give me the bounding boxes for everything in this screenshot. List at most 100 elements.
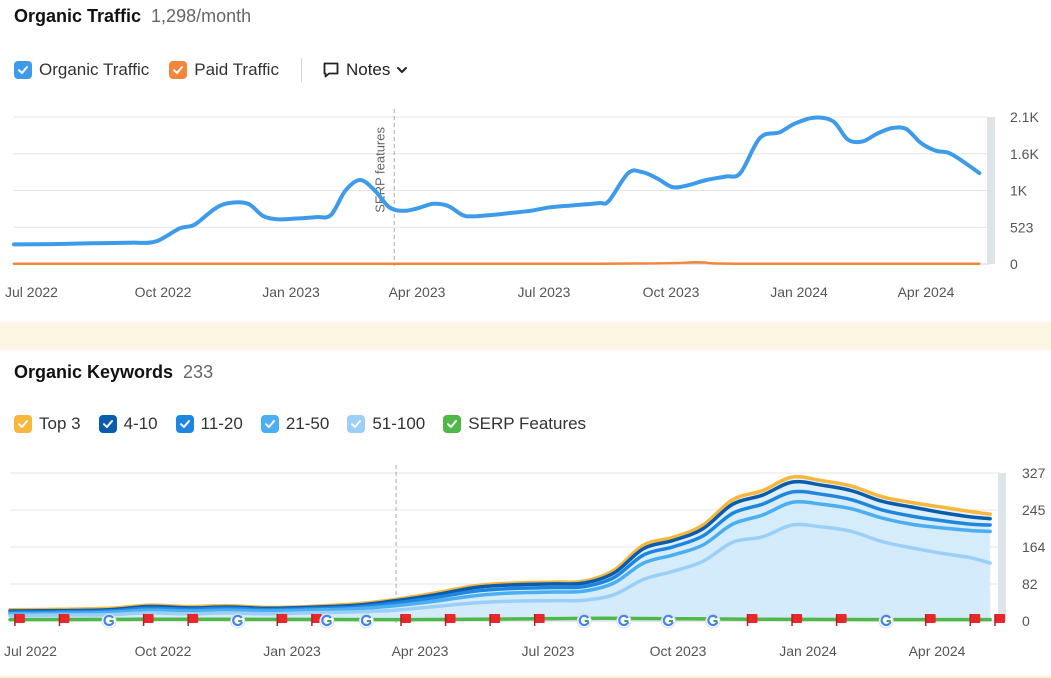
- google-update-icon[interactable]: [101, 613, 117, 629]
- x-tick-label: Jul 2022: [5, 284, 58, 300]
- update-flag-icon[interactable]: [969, 614, 981, 626]
- legend-label: 51-100: [372, 414, 426, 433]
- google-update-icon[interactable]: [616, 613, 632, 629]
- range-handle[interactable]: [998, 473, 1006, 621]
- keywords-value: 233: [183, 362, 214, 382]
- update-flag-icon[interactable]: [924, 614, 936, 626]
- y-tick-label: 523: [1010, 219, 1034, 235]
- bottom-divider: [0, 676, 1051, 678]
- update-flag-icon[interactable]: [187, 614, 199, 626]
- checkbox-icon[interactable]: [443, 415, 462, 433]
- organic-keywords-chart: 0 82 164 245 327 Jul 2022 Oct 2022 Jan 2023 Apr …: [4, 465, 1046, 659]
- series-line-11-20: [8, 489, 992, 615]
- traffic-legend: Organic Traffic Paid Traffic Notes: [14, 58, 408, 82]
- legend-label: 4-10: [123, 414, 158, 433]
- y-tick-label: 1K: [1010, 183, 1028, 199]
- comment-icon: [323, 62, 339, 78]
- traffic-title: Organic Traffic: [14, 6, 142, 26]
- update-flag-icon[interactable]: [58, 614, 70, 626]
- update-flag-icon[interactable]: [14, 614, 25, 626]
- notes-dropdown-button[interactable]: Notes: [322, 60, 408, 80]
- series-line-paid-traffic: [12, 261, 981, 266]
- y-tick-label: 82: [1022, 576, 1038, 592]
- x-tick-label: Apr 2023: [392, 643, 449, 659]
- x-tick-label: Oct 2022: [135, 284, 192, 300]
- series-line-serp-features: [8, 616, 992, 622]
- google-update-icon[interactable]: [878, 613, 894, 629]
- legend-paid-traffic[interactable]: Paid Traffic: [169, 60, 279, 80]
- update-flag-icon[interactable]: [276, 614, 288, 626]
- keywords-title-row: Organic Keywords 233: [14, 362, 213, 383]
- legend-label: Organic Traffic: [39, 60, 150, 79]
- traffic-value: 1,298/month: [151, 6, 252, 26]
- series-line-51-100: [8, 522, 992, 618]
- google-update-icon[interactable]: [576, 613, 592, 629]
- legend-label: 21-50: [285, 414, 330, 433]
- series-area-top-3: [10, 476, 991, 621]
- x-tick-label: Apr 2024: [909, 643, 966, 659]
- range-handle[interactable]: [987, 117, 995, 264]
- google-update-icon[interactable]: [230, 613, 246, 629]
- y-tick-label: 245: [1022, 502, 1046, 518]
- checkbox-icon[interactable]: [169, 61, 188, 79]
- x-tick-label: Jul 2022: [4, 643, 57, 659]
- update-flag-icon[interactable]: [791, 614, 803, 626]
- y-tick-label: 164: [1022, 539, 1046, 555]
- series-area-11-20: [10, 491, 991, 621]
- legend-organic-traffic[interactable]: Organic Traffic: [14, 60, 149, 80]
- google-update-icon[interactable]: [319, 613, 335, 629]
- checkbox-icon[interactable]: [260, 415, 279, 433]
- series-area-21-50: [10, 501, 991, 621]
- legend-label: Paid Traffic: [194, 60, 279, 79]
- checkbox-icon[interactable]: [175, 415, 194, 433]
- update-flag-icon[interactable]: [533, 614, 545, 626]
- y-tick-label: 2.1K: [1010, 109, 1039, 125]
- x-tick-label: Jan 2024: [779, 643, 837, 659]
- checkbox-icon[interactable]: [347, 415, 366, 433]
- series-area-4-10: [10, 481, 991, 621]
- update-flag-icon[interactable]: [994, 614, 1005, 626]
- series-area-51-100: [10, 524, 991, 621]
- google-update-icon[interactable]: [705, 613, 721, 629]
- update-flag-icon[interactable]: [489, 614, 501, 626]
- keywords-title: Organic Keywords: [14, 362, 174, 382]
- legend-top-3[interactable]: Top 3: [14, 414, 81, 434]
- legend-51-100[interactable]: 51-100: [347, 414, 425, 434]
- google-update-icon[interactable]: [660, 613, 676, 629]
- x-tick-label: Oct 2023: [643, 284, 700, 300]
- google-update-icon[interactable]: [358, 613, 374, 629]
- y-tick-label: 327: [1022, 465, 1046, 481]
- legend-label: 11-20: [200, 414, 243, 433]
- legend-label: Top 3: [39, 414, 81, 433]
- checkbox-icon[interactable]: [14, 61, 32, 79]
- y-tick-label: 0: [1022, 613, 1030, 629]
- update-flag-icon[interactable]: [746, 614, 758, 626]
- organic-keywords-panel: Organic Keywords 233 Top 3 4-10 11-20 21-50…: [0, 350, 1051, 678]
- x-tick-label: Jan 2023: [262, 284, 320, 300]
- legend-4-10[interactable]: 4-10: [98, 414, 158, 434]
- x-tick-label: Jan 2024: [770, 284, 828, 300]
- organic-traffic-panel: Organic Traffic 1,298/month Organic Traf…: [0, 0, 1051, 322]
- update-flag-icon[interactable]: [835, 614, 847, 626]
- legend-label: SERP Features: [468, 414, 587, 433]
- x-tick-label: Apr 2023: [389, 284, 446, 300]
- legend-serp-features[interactable]: SERP Features: [443, 414, 586, 434]
- notes-label: Notes: [345, 60, 391, 79]
- legend-21-50[interactable]: 21-50: [260, 414, 330, 434]
- x-tick-label: Jul 2023: [522, 643, 575, 659]
- checkbox-icon[interactable]: [98, 415, 117, 433]
- x-tick-label: Oct 2023: [650, 643, 707, 659]
- series-line-21-50: [8, 500, 992, 616]
- x-tick-label: Oct 2022: [135, 643, 192, 659]
- update-flag-icon[interactable]: [444, 614, 456, 626]
- x-tick-label: Jan 2023: [263, 643, 321, 659]
- checkbox-icon[interactable]: [14, 415, 32, 433]
- traffic-title-row: Organic Traffic 1,298/month: [14, 6, 251, 27]
- update-flag-icon[interactable]: [142, 614, 154, 626]
- update-flag-icon[interactable]: [400, 614, 411, 626]
- x-tick-label: Jul 2023: [518, 284, 571, 300]
- y-tick-label: 0: [1010, 256, 1018, 272]
- section-divider: [0, 322, 1051, 350]
- series-line-organic-traffic: [12, 115, 982, 247]
- legend-11-20[interactable]: 11-20: [175, 414, 243, 434]
